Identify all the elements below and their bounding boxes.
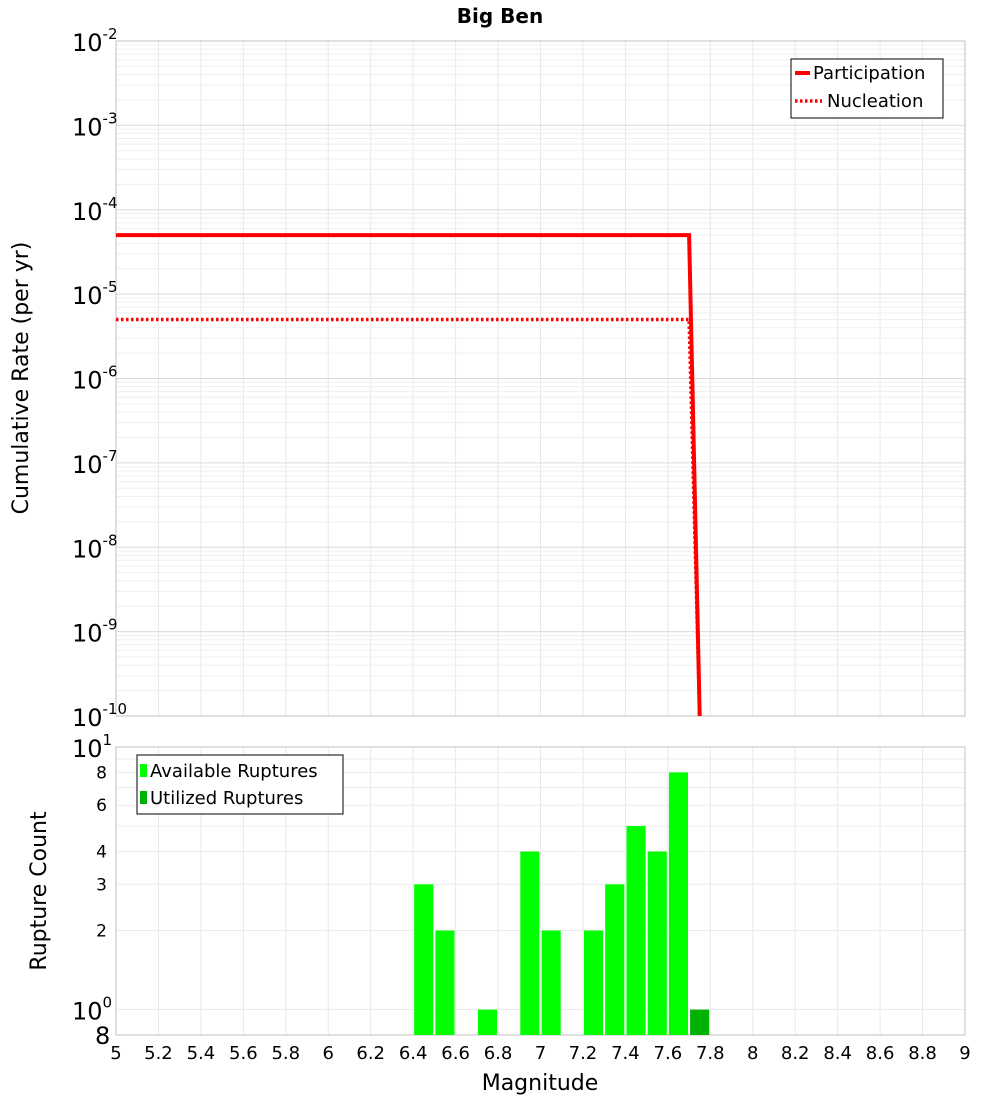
bottom-legend: Available Ruptures Utilized Ruptures [136, 754, 344, 815]
legend-utilized-swatch [140, 791, 147, 804]
top-legend: Participation Nucleation [790, 58, 944, 119]
x-tick-label: 8 [747, 1043, 758, 1064]
bottom-y-tick-label: 2 [96, 922, 107, 942]
x-tick-label: 7.6 [654, 1043, 683, 1064]
x-tick-label: 8.4 [823, 1043, 852, 1064]
available-rupture-bar [435, 930, 455, 1035]
x-tick-label: 7 [535, 1043, 546, 1064]
bottom-y-tick-label: 8 [96, 763, 107, 783]
bottom-y-tick-label: 100 [72, 994, 112, 1026]
utilized-rupture-bar [690, 1009, 710, 1035]
top-y-axis-label: Cumulative Rate (per yr) [9, 242, 34, 515]
available-rupture-bar [668, 772, 688, 1035]
x-tick-label: 6 [323, 1043, 334, 1064]
available-rupture-bar [520, 851, 540, 1035]
x-tick-label: 7.2 [569, 1043, 598, 1064]
available-rupture-bar [605, 884, 625, 1035]
rate-series-group [116, 233, 702, 716]
x-tick-label: 6.6 [441, 1043, 470, 1064]
x-tick-label: 8.8 [908, 1043, 937, 1064]
bottom-legend-box [136, 754, 344, 815]
x-tick-labels: 5 5.2 5.4 5.6 5.8 6 6.2 6.4 6.6 6.8 7 7.2 7.4 7.6 7.8 8… [110, 1043, 970, 1064]
series-line-participation [116, 233, 702, 716]
top-y-tick-label: 10-8 [72, 531, 118, 563]
available-rupture-bar [584, 930, 604, 1035]
available-rupture-bar [647, 851, 667, 1035]
top-gridlines [115, 41, 966, 717]
top-legend-box [790, 58, 944, 119]
legend-utilized-label: Utilized Ruptures [150, 788, 303, 809]
x-tick-label: 5.2 [144, 1043, 173, 1064]
bottom-y-tick-label: 6 [96, 796, 107, 816]
bottom-y-tick-label: 8 [95, 1022, 110, 1050]
legend-participation-label: Participation [813, 63, 925, 84]
top-y-tick-label: 10-10 [72, 700, 127, 732]
legend-available-label: Available Ruptures [150, 761, 318, 782]
x-tick-label: 6.2 [356, 1043, 385, 1064]
x-tick-label: 6.4 [399, 1043, 428, 1064]
x-tick-label: 5.8 [271, 1043, 300, 1064]
top-y-tick-label: 10-9 [72, 616, 118, 648]
bottom-y-tick-label: 101 [72, 731, 112, 763]
available-rupture-bar [414, 884, 434, 1035]
x-tick-label: 8.6 [866, 1043, 895, 1064]
x-tick-label: 5.6 [229, 1043, 258, 1064]
bottom-plot-area [115, 746, 966, 1036]
top-y-tick-labels: 10-2 10-3 10-4 10-5 10-6 10-7 10-8 10-9 10-10 [72, 25, 127, 732]
available-rupture-bar [626, 826, 646, 1035]
top-plot-area [115, 40, 966, 717]
legend-nucleation-label: Nucleation [827, 91, 923, 112]
legend-available-swatch [140, 764, 147, 777]
chart-title: Big Ben [457, 4, 543, 28]
top-y-tick-label: 10-6 [72, 363, 118, 395]
top-y-tick-label: 10-3 [72, 109, 118, 141]
bottom-y-tick-label: 3 [96, 875, 107, 895]
x-tick-label: 7.8 [696, 1043, 725, 1064]
top-y-tick-label: 10-2 [72, 25, 118, 57]
rupture-bars-group [414, 772, 710, 1035]
x-tick-label: 5 [110, 1043, 121, 1064]
available-rupture-bar [477, 1009, 497, 1035]
x-tick-label: 6.8 [484, 1043, 513, 1064]
top-y-tick-label: 10-7 [72, 447, 118, 479]
x-tick-label: 7.4 [611, 1043, 640, 1064]
bottom-y-axis-label: Rupture Count [27, 811, 52, 971]
x-tick-label: 5.4 [187, 1043, 216, 1064]
top-y-tick-label: 10-5 [72, 278, 118, 310]
x-tick-label: 8.2 [781, 1043, 810, 1064]
bottom-y-tick-label: 4 [96, 842, 107, 862]
available-rupture-bar [541, 930, 561, 1035]
top-y-tick-label: 10-4 [72, 194, 118, 226]
x-axis-label: Magnitude [482, 1071, 599, 1096]
series-line-nucleation [116, 317, 702, 716]
x-tick-label: 9 [959, 1043, 970, 1064]
